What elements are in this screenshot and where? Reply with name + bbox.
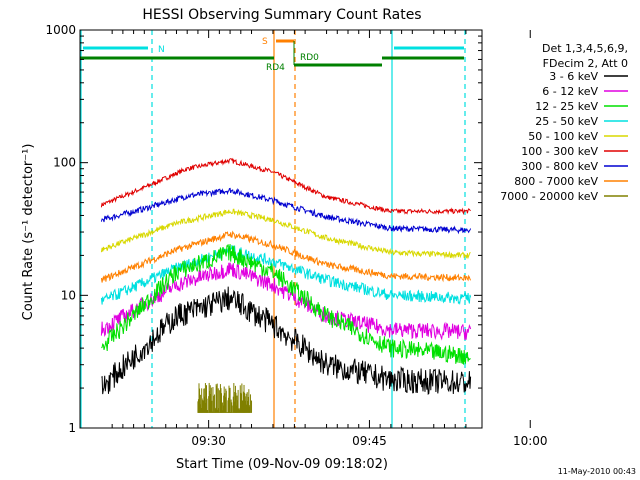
series-line (101, 286, 472, 396)
y-axis-label: Count Rate (s⁻¹ detector⁻¹) (21, 144, 36, 321)
legend-label: 300 - 800 keV (521, 160, 598, 173)
legend-label: 800 - 7000 keV (514, 175, 598, 188)
series-line (100, 157, 471, 215)
legend-header: Det 1,3,4,5,6,9, (542, 42, 628, 55)
legend-label: 25 - 50 keV (535, 115, 598, 128)
series-line (100, 230, 472, 283)
series-line (100, 187, 472, 235)
x-tick-label: 10:00 (513, 434, 548, 448)
legend-header: FDecim 2, Att 0 (543, 57, 628, 70)
chart-title: HESSI Observing Summary Count Rates (142, 7, 421, 23)
y-tick-label: 100 (53, 156, 76, 170)
legend-label: 50 - 100 keV (528, 130, 598, 143)
y-tick-label: 10 (61, 288, 76, 302)
series-line (101, 244, 471, 365)
plot-frame (79, 29, 483, 429)
annotation-label: N (158, 45, 165, 55)
series-line (100, 208, 471, 260)
legend-label: 100 - 300 keV (521, 145, 598, 158)
legend-label: 12 - 25 keV (535, 100, 598, 113)
y-tick-label: 1000 (45, 23, 76, 37)
footer-timestamp: 11-May-2010 00:43 (558, 467, 636, 476)
x-axis-label: Start Time (09-Nov-09 09:18:02) (176, 457, 388, 472)
annotations: N S RD0 RD4 (158, 37, 319, 73)
annotation-label: RD0 (300, 53, 319, 63)
legend-label: 3 - 6 keV (549, 70, 598, 83)
legend-label: 6 - 12 keV (542, 85, 598, 98)
plot-area (80, 30, 472, 428)
x-tick-label: 09:45 (352, 434, 387, 448)
series-line (100, 245, 472, 305)
legend-label: 7000 - 20000 keV (500, 190, 598, 203)
y-axis: 1 10 100 1000 (45, 23, 482, 435)
annotation-label: RD4 (266, 63, 285, 73)
annotation-label: S (262, 37, 268, 47)
x-tick-label: 09:30 (191, 434, 226, 448)
legend: Det 1,3,4,5,6,9, FDecim 2, Att 03 - 6 keV… (500, 42, 628, 203)
y-tick-label: 1 (68, 421, 76, 435)
series-line (100, 262, 472, 341)
